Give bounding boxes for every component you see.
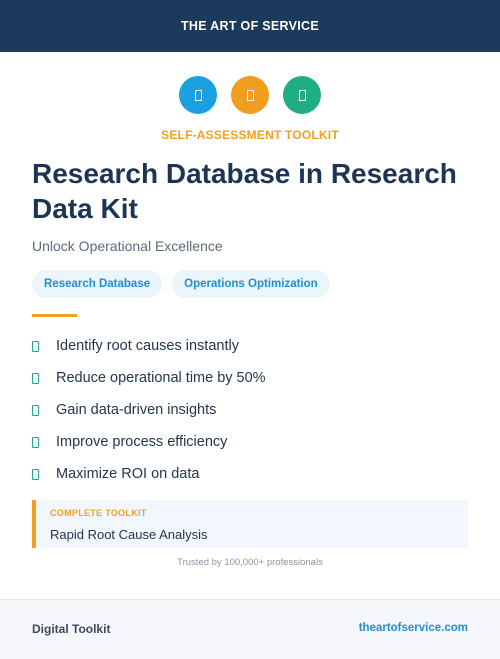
eyebrow-label: SELF-ASSESSMENT TOOLKIT [161, 128, 339, 142]
website-link[interactable]: theartofservice.com [358, 622, 468, 634]
check-icon [32, 372, 39, 384]
footer-label: Digital Toolkit [32, 622, 111, 636]
top-banner: THE ART OF SERVICE [0, 0, 500, 52]
document-icon [283, 76, 321, 114]
check-icon [32, 404, 39, 416]
trust-note: Trusted by 100,000+ professionals [177, 557, 323, 568]
check-icon [32, 340, 39, 352]
feature-text: Improve process efficiency [56, 434, 228, 450]
document-icon [231, 76, 269, 114]
list-item: Maximize ROI on data [32, 458, 266, 490]
tag-operations-optimization[interactable]: Operations Optimization [172, 270, 330, 298]
feature-text: Maximize ROI on data [56, 466, 200, 482]
tag-list: Research Database Operations Optimizatio… [32, 270, 330, 298]
check-icon [32, 468, 39, 480]
icon-row [0, 76, 500, 114]
list-item: Improve process efficiency [32, 426, 266, 458]
list-item: Gain data-driven insights [32, 394, 266, 426]
list-item: Reduce operational time by 50% [32, 362, 266, 394]
feature-list: Identify root causes instantly Reduce op… [32, 330, 266, 490]
document-icon [179, 76, 217, 114]
toolkit-callout: COMPLETE TOOLKIT Rapid Root Cause Analys… [32, 500, 468, 548]
accent-divider [32, 314, 77, 317]
callout-label: COMPLETE TOOLKIT [50, 508, 147, 518]
feature-text: Reduce operational time by 50% [56, 370, 266, 386]
check-icon [32, 436, 39, 448]
callout-value: Rapid Root Cause Analysis [50, 527, 208, 542]
subtitle: Unlock Operational Excellence [32, 238, 223, 254]
page-title: Research Database in Research Data Kit [32, 158, 457, 224]
footer: Digital Toolkit theartofservice.com [0, 599, 500, 659]
brand-name: THE ART OF SERVICE [180, 19, 320, 33]
feature-text: Gain data-driven insights [56, 402, 217, 418]
tag-research-database[interactable]: Research Database [32, 270, 163, 298]
list-item: Identify root causes instantly [32, 330, 266, 362]
feature-text: Identify root causes instantly [56, 338, 239, 354]
